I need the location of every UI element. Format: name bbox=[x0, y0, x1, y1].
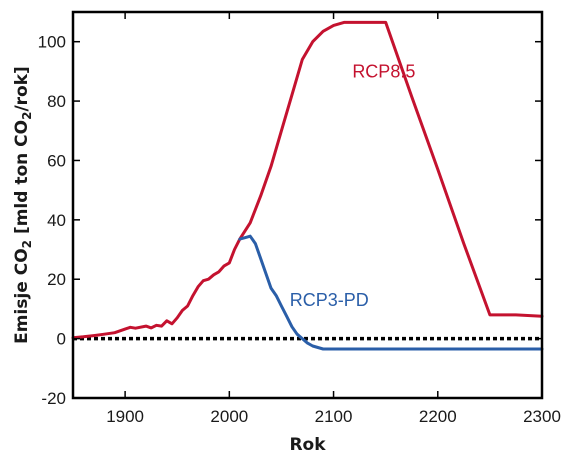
y-axis-title-part: /rok] bbox=[12, 66, 32, 111]
y-axis-title-part: [mld ton CO bbox=[12, 120, 32, 240]
y-tick-label: 40 bbox=[47, 211, 66, 230]
y-axis-title-part: 2 bbox=[20, 112, 34, 120]
plot-area: RCP8.5 RCP3-PD bbox=[71, 20, 544, 351]
x-tick-label: 2300 bbox=[523, 407, 561, 426]
y-axis-title: Emisje CO2 [mld ton CO2/rok] bbox=[12, 66, 34, 344]
y-tick-label: 60 bbox=[47, 151, 66, 170]
y-tick-label: 20 bbox=[47, 270, 66, 289]
plot-frame bbox=[71, 10, 544, 400]
x-axis-title: Rok bbox=[289, 435, 326, 455]
series-line-rcp8-5 bbox=[71, 20, 544, 340]
series-line-rcp3-pd bbox=[238, 234, 544, 351]
y-tick-label: 80 bbox=[47, 92, 66, 111]
axis-ticks: 1900 2000 2100 2200 2300 -20 0 20 40 60 80 100 bbox=[38, 12, 561, 426]
series-label-rcp8-5: RCP8.5 bbox=[352, 61, 415, 81]
x-tick-label: 2200 bbox=[419, 407, 457, 426]
y-axis-title-part: Emisje CO bbox=[12, 248, 32, 343]
x-tick-label: 2000 bbox=[210, 407, 248, 426]
y-tick-label: 100 bbox=[38, 33, 66, 52]
y-axis-title-part: 2 bbox=[20, 240, 34, 248]
y-tick-label: 0 bbox=[57, 330, 66, 349]
series-label-rcp3-pd: RCP3-PD bbox=[290, 290, 369, 310]
y-tick-label: -20 bbox=[41, 389, 66, 408]
x-tick-label: 2100 bbox=[315, 407, 353, 426]
x-tick-label: 1900 bbox=[106, 407, 144, 426]
